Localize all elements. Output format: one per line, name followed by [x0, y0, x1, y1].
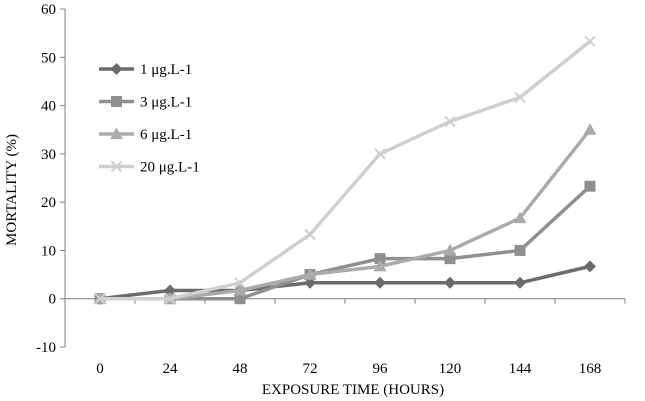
cross-stroke [164, 293, 176, 305]
cross-stroke [304, 228, 316, 241]
data-point [373, 259, 387, 272]
series-3 [93, 123, 597, 304]
data-point [304, 228, 316, 241]
legend-marker [110, 160, 123, 173]
x-tick-label: 120 [439, 361, 462, 377]
cross-stroke [584, 35, 596, 48]
data-point [374, 148, 386, 160]
cross-stroke [234, 277, 246, 289]
data-point [514, 276, 526, 289]
legend-marker [110, 127, 123, 139]
data-point [374, 253, 386, 265]
series-line [100, 128, 592, 301]
data-point [444, 115, 456, 128]
legend-item: 20 μg.L-1 [99, 160, 200, 176]
data-point [94, 293, 106, 305]
x-tick-label: 144 [509, 361, 532, 377]
x-tick-label: 96 [373, 361, 389, 377]
series-4 [94, 35, 596, 305]
data-point [374, 276, 386, 289]
legend-marker [110, 63, 123, 75]
x-tick-label: 72 [303, 361, 318, 377]
x-tick-label: 168 [579, 361, 602, 377]
y-tick-label: 50 [41, 50, 56, 66]
cross-stroke [94, 293, 106, 305]
data-point [584, 35, 596, 48]
data-point [444, 253, 456, 265]
data-point [233, 284, 247, 296]
y-tick-label: 0 [49, 292, 57, 308]
cross-stroke [374, 148, 386, 160]
legend: 1 μg.L-1 3 μg.L-1 6 μg.L-1 20 μg.L-1 [99, 62, 200, 176]
y-tick-label: -10 [36, 340, 56, 356]
y-tick-label: 60 [41, 2, 56, 18]
data-point [514, 91, 526, 104]
legend-label: 6 μg.L-1 [140, 127, 192, 143]
y-tick-label: 10 [41, 243, 56, 259]
data-point [514, 244, 526, 256]
legend-label: 1 μg.L-1 [140, 62, 192, 78]
data-point [234, 277, 246, 289]
data-point [444, 276, 456, 289]
data-point [584, 180, 596, 192]
x-tick-label: 24 [163, 361, 179, 377]
data-point [584, 260, 596, 273]
data-point [303, 268, 317, 280]
x-axis-label: EXPOSURE TIME (HOURS) [262, 382, 444, 398]
cross-stroke [514, 91, 526, 104]
series-layer [93, 35, 597, 305]
data-point [583, 123, 597, 135]
data-point [443, 243, 457, 256]
legend-marker [111, 96, 122, 107]
axes: -10 0 10 20 30 40 50 60 0 24 48 72 96 120 144 168 [36, 2, 626, 377]
y-tick-label: 20 [41, 195, 56, 211]
cross-stroke [110, 160, 123, 173]
legend-item: 1 μg.L-1 [99, 62, 192, 78]
cross-stroke [444, 115, 456, 128]
x-tick-label: 0 [96, 361, 104, 377]
legend-item: 6 μg.L-1 [99, 127, 192, 143]
legend-label: 20 μg.L-1 [140, 160, 200, 176]
series-line [100, 39, 592, 301]
legend-label: 3 μg.L-1 [140, 95, 192, 111]
data-point [164, 293, 176, 305]
y-tick-label: 40 [41, 99, 56, 115]
y-tick-label: 30 [41, 147, 56, 163]
legend-item: 3 μg.L-1 [99, 95, 192, 111]
series-line [99, 264, 591, 301]
x-tick-label: 48 [233, 361, 248, 377]
data-point [513, 211, 527, 224]
data-point [234, 293, 246, 305]
y-axis-label: MORTALITY (%) [4, 134, 20, 246]
